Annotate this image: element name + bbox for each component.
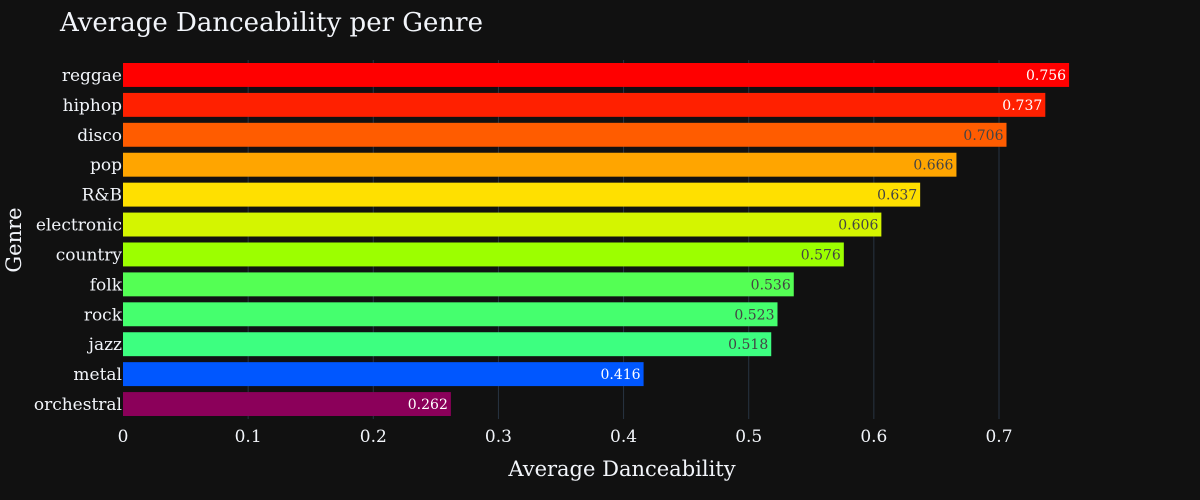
bar-pop: [123, 152, 957, 177]
bar-value-label: 0.262: [408, 397, 448, 413]
bar-folk: [123, 272, 794, 297]
bar-rock: [123, 302, 778, 327]
bar-value-label: 0.536: [751, 277, 791, 293]
y-axis-tick-labels: reggae hiphop disco pop R&B electronic country…: [34, 66, 123, 415]
bar-value-label: 0.576: [801, 247, 841, 263]
x-tick-label: 0.7: [985, 427, 1012, 447]
x-tick-label: 0.4: [610, 427, 637, 447]
y-tick-label: country: [56, 245, 123, 265]
bar-reggae: [123, 62, 1070, 87]
x-tick-label: 0.6: [860, 427, 887, 447]
bar-electronic: [123, 212, 882, 237]
y-tick-label: jazz: [87, 335, 122, 355]
x-tick-label: 0: [118, 427, 129, 447]
bar-value-label: 0.523: [734, 307, 774, 323]
chart-title: Average Danceability per Genre: [59, 8, 483, 38]
y-tick-label: pop: [90, 156, 122, 176]
bar-value-label: 0.706: [963, 128, 1003, 144]
y-tick-label: disco: [77, 126, 122, 146]
bar-value-label: 0.606: [838, 218, 878, 234]
y-tick-label: metal: [73, 365, 122, 385]
bars: 0.756 0.737 0.706 0.666 0.637 0.606 0.576 0.536…: [123, 62, 1070, 417]
bar-hiphop: [123, 92, 1046, 117]
bar-orchestral: [123, 392, 451, 417]
y-tick-label: R&B: [82, 186, 122, 206]
bar-jazz: [123, 332, 772, 357]
bar-value-label: 0.756: [1026, 68, 1066, 84]
x-axis-title: Average Danceability: [507, 457, 735, 481]
bar-metal: [123, 362, 644, 387]
bar-country: [123, 242, 844, 267]
gridlines: [247, 60, 1000, 419]
bar-value-label: 0.666: [913, 158, 953, 174]
bar-value-label: 0.637: [877, 188, 917, 204]
bar-disco: [123, 122, 1007, 147]
x-tick-label: 0.3: [485, 427, 512, 447]
y-tick-label: reggae: [62, 66, 122, 86]
bar-r-b: [123, 182, 921, 207]
y-tick-label: rock: [84, 305, 123, 325]
x-tick-label: 0.1: [235, 427, 262, 447]
y-tick-label: orchestral: [34, 395, 122, 415]
y-tick-label: folk: [90, 275, 123, 295]
bar-value-label: 0.518: [728, 337, 768, 353]
y-tick-label: hiphop: [63, 96, 122, 116]
x-axis-tick-labels: 0 0.1 0.2 0.3 0.4 0.5 0.6 0.7: [118, 427, 1013, 447]
x-tick-label: 0.2: [360, 427, 387, 447]
y-tick-label: electronic: [36, 216, 122, 236]
bar-value-label: 0.737: [1002, 98, 1042, 114]
bar-value-label: 0.416: [601, 367, 641, 383]
y-axis-title: Genre: [2, 207, 26, 272]
x-tick-label: 0.5: [735, 427, 762, 447]
